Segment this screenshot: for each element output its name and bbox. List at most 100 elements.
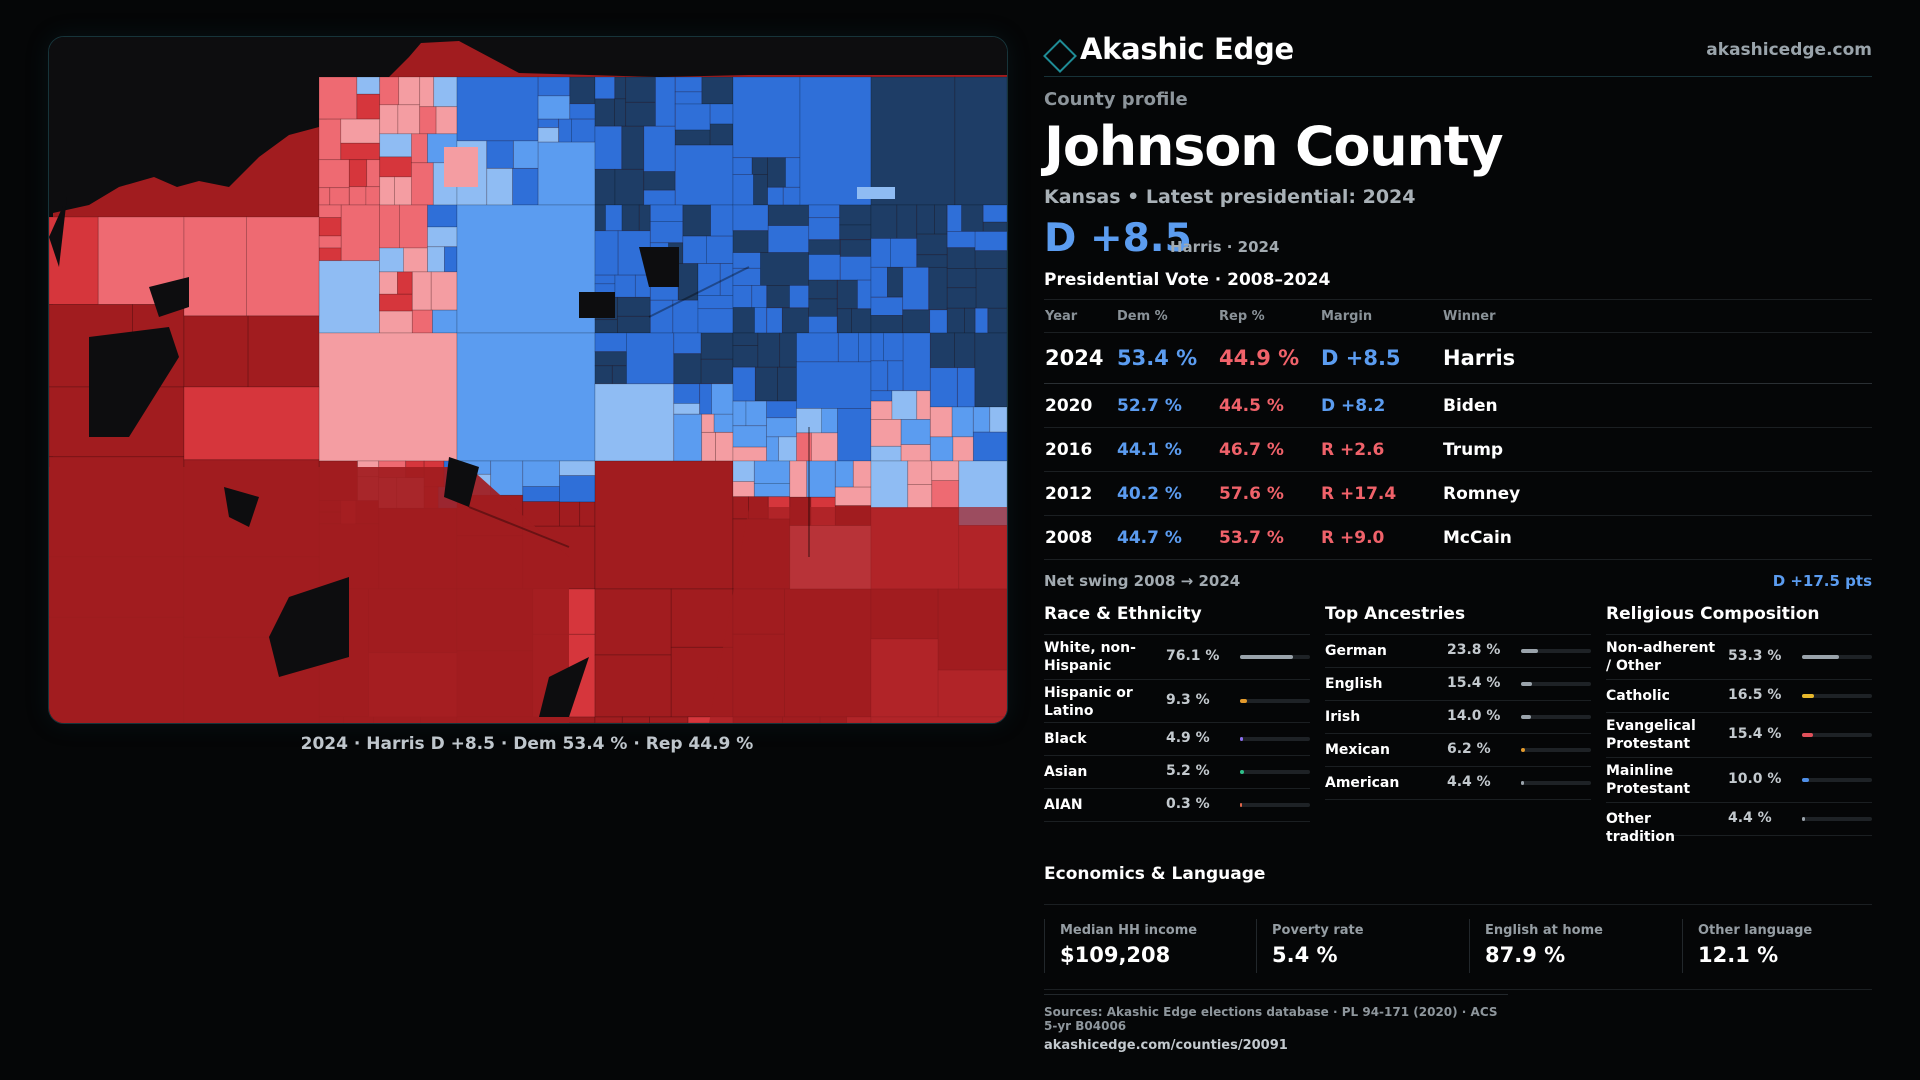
demographic-label: Catholic (1606, 688, 1670, 704)
precinct (621, 204, 640, 232)
precinct (951, 406, 974, 438)
demographic-label: Irish (1325, 709, 1361, 725)
precinct (808, 298, 838, 317)
precinct (537, 118, 560, 129)
vote-row: 2008 44.7 % 53.7 % R +9.0 McCain (1044, 515, 1872, 560)
precinct (900, 418, 931, 445)
precinct (870, 296, 904, 316)
dem-cell: 44.1 % (1116, 427, 1218, 472)
precinct (699, 383, 713, 415)
precinct (594, 319, 618, 334)
precinct (928, 266, 948, 311)
precinct (887, 266, 904, 298)
precinct (754, 366, 778, 402)
precinct (410, 162, 434, 206)
demographic-bar-fill (1802, 733, 1813, 737)
stat-english-at-home: English at home 87.9 % (1469, 919, 1666, 973)
demographic-row: Asian 5.2 % (1044, 756, 1310, 789)
precinct (760, 252, 810, 286)
precinct (891, 390, 918, 420)
precinct (594, 383, 675, 462)
precinct (964, 307, 976, 334)
demographic-value: 53.3 % (1728, 648, 1782, 664)
precinct (435, 106, 458, 135)
precinct (745, 400, 768, 427)
precinct (673, 383, 700, 404)
precinct (318, 332, 458, 462)
precinct (537, 141, 596, 206)
precinct (340, 142, 381, 161)
precinct (356, 76, 381, 95)
precinct (870, 400, 893, 420)
demographic-bar (1240, 737, 1310, 741)
county-page-link[interactable]: akashicedge.com/counties/20091 (1044, 1038, 1288, 1053)
demographic-bar (1521, 748, 1591, 752)
demographic-bar (1802, 655, 1872, 659)
precinct (329, 187, 350, 206)
precinct (673, 353, 702, 385)
precinct (732, 284, 753, 308)
precinct (614, 98, 627, 127)
demographic-bar (1521, 649, 1591, 653)
precinct (961, 204, 984, 232)
precinct (318, 247, 342, 262)
demographics: Race & Ethnicity White, non-Hispanic 76.1… (1044, 604, 1872, 854)
precinct-map[interactable] (48, 36, 1008, 724)
precinct (670, 588, 734, 648)
precinct (674, 129, 711, 146)
precinct-map-svg[interactable] (49, 37, 1007, 723)
precinct (366, 159, 381, 188)
religion-title: Religious Composition (1606, 604, 1872, 635)
precinct (594, 274, 616, 285)
brand-url-link[interactable]: akashicedge.com (1706, 40, 1872, 60)
precinct (929, 436, 954, 462)
precinct (711, 383, 734, 415)
precinct (638, 204, 651, 232)
demographic-row: Hispanic or Latino 9.3 % (1044, 680, 1310, 723)
demographic-value: 9.3 % (1166, 692, 1210, 708)
precinct (571, 118, 596, 143)
precinct (974, 332, 1007, 408)
precinct (594, 125, 623, 170)
precinct (522, 486, 560, 503)
precinct (929, 406, 953, 438)
demographic-row: German 23.8 % (1325, 635, 1591, 668)
precinct (594, 460, 734, 590)
vote-row: 2012 40.2 % 57.6 % R +17.4 Romney (1044, 471, 1872, 516)
precinct (594, 365, 613, 385)
precinct (522, 460, 560, 488)
precinct (929, 332, 955, 369)
demographic-bar-fill (1521, 715, 1531, 719)
precinct (427, 246, 445, 273)
precinct (318, 76, 358, 120)
precinct (946, 247, 976, 269)
precinct (559, 501, 581, 527)
margin-cell: R +2.6 (1320, 427, 1442, 472)
precinct (887, 360, 904, 392)
precinct (569, 103, 596, 120)
precinct (837, 407, 872, 462)
precinct (883, 332, 904, 362)
precinct (340, 204, 380, 262)
precinct (625, 101, 656, 127)
precinct (649, 716, 689, 723)
demographic-bar-fill (1521, 682, 1532, 686)
economics-title: Economics & Language (1044, 864, 1266, 884)
precinct (767, 157, 786, 188)
precinct (183, 216, 247, 317)
precinct (643, 125, 676, 172)
col-header-year: Year (1044, 300, 1116, 333)
precinct (836, 279, 858, 310)
vote-table: Year Dem % Rep % Margin Winner 2024 53.4 … (1044, 300, 1872, 560)
precinct (594, 204, 606, 232)
precinct (982, 221, 1007, 232)
precinct (732, 400, 747, 427)
precinct (732, 76, 801, 159)
vote-row: 2016 44.1 % 46.7 % R +2.6 Trump (1044, 427, 1872, 472)
precinct (916, 233, 948, 256)
precinct (697, 295, 734, 310)
demographic-bar-fill (1802, 655, 1840, 659)
precinct (766, 284, 790, 309)
demographic-bar-fill (1240, 737, 1244, 741)
precinct (617, 296, 651, 317)
